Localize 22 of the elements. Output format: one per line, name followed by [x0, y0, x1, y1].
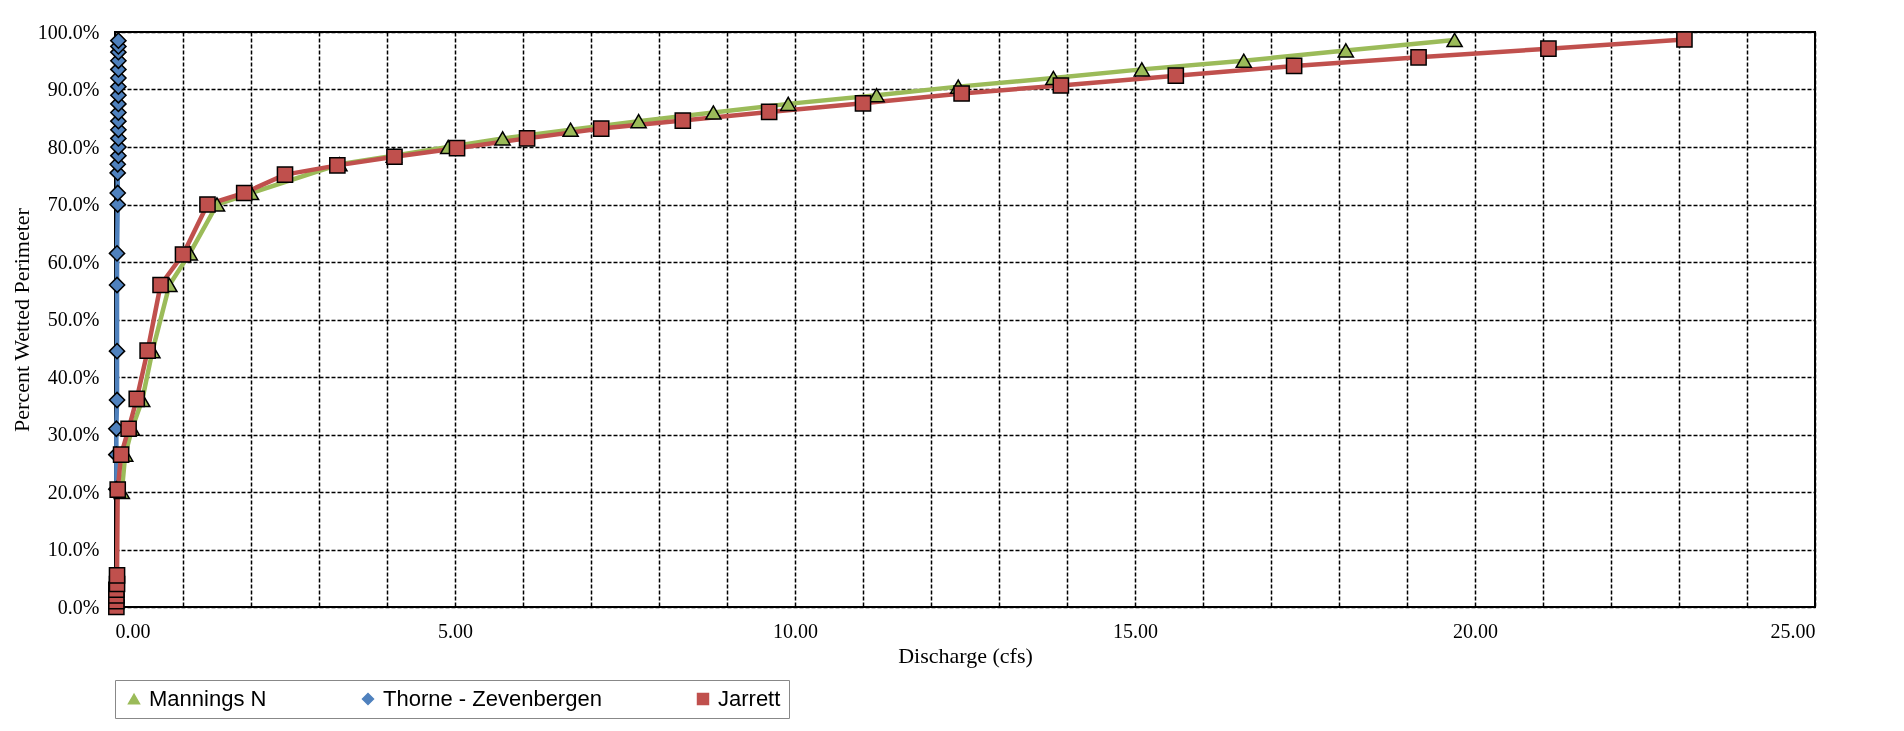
x-tick-label: 15.00 [1113, 619, 1158, 642]
y-tick-label: 40.0% [47, 365, 100, 388]
x-tick-label: 5.00 [438, 619, 473, 642]
legend-label: Jarrett [718, 686, 781, 711]
x-tick-label: 25.00 [1770, 619, 1816, 642]
legend-label: Mannings N [149, 686, 267, 711]
x-tick-label: 0.00 [115, 619, 151, 642]
y-axis-title: Percent Wetted Perimeter [8, 207, 34, 432]
y-tick-label: 60.0% [47, 250, 100, 273]
y-tick-label: 10.0% [47, 538, 100, 560]
x-tick-label: 10.00 [773, 619, 818, 642]
y-tick-label: 0.0% [57, 595, 100, 618]
y-tick-label: 20.0% [47, 480, 100, 503]
y-tick-label: 50.0% [47, 308, 100, 330]
y-tick-label: 80.0% [47, 135, 100, 158]
legend-label: Thorne - Zevenbergen [383, 686, 602, 711]
y-tick-label: 100.0% [37, 20, 100, 43]
x-tick-label: 20.00 [1453, 619, 1498, 642]
y-tick-label: 30.0% [47, 423, 100, 445]
y-tick-label: 90.0% [47, 78, 100, 100]
y-tick-label: 70.0% [47, 193, 100, 215]
x-axis-title: Discharge (cfs) [898, 642, 1033, 668]
